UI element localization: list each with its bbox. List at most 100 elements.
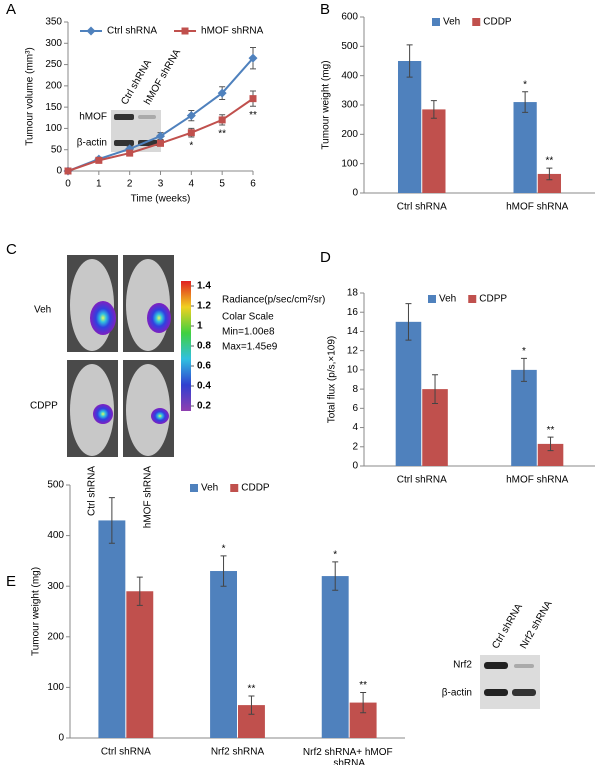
blot-row-label: β-actin bbox=[442, 688, 472, 699]
bar bbox=[513, 102, 537, 193]
panel-label: D bbox=[320, 249, 331, 266]
marker bbox=[156, 131, 165, 141]
error-bar bbox=[136, 576, 143, 606]
marker bbox=[218, 116, 226, 124]
legend-label: CDDP bbox=[241, 483, 270, 494]
bar bbox=[537, 173, 562, 193]
error-bar bbox=[520, 357, 527, 382]
y-tick-label: 350 bbox=[45, 17, 62, 28]
y-axis-label: Tumour weight (mg) bbox=[31, 567, 42, 656]
legend-swatch bbox=[472, 18, 481, 26]
y-tick-label: 6 bbox=[352, 403, 358, 414]
bar bbox=[210, 571, 237, 738]
marker bbox=[95, 156, 103, 164]
y-tick-label: 500 bbox=[47, 480, 64, 491]
colorbar-tick-label: 0.4 bbox=[197, 381, 211, 392]
annotation: * bbox=[333, 550, 337, 561]
y-tick-label: 200 bbox=[47, 631, 64, 642]
bar bbox=[511, 369, 537, 466]
blot-row-label: β-actin bbox=[77, 138, 107, 149]
x-tick-label: hMOF shRNA bbox=[506, 202, 569, 213]
colorbar-tick-label: 0.8 bbox=[197, 341, 211, 352]
colorbar-tick-label: 0.6 bbox=[197, 361, 211, 372]
blot-column-label: Nrf2 shRNA bbox=[518, 599, 554, 651]
y-tick-label: 400 bbox=[341, 70, 358, 81]
error-bar bbox=[108, 497, 115, 544]
annotation: ** bbox=[547, 425, 555, 436]
y-tick-label: 14 bbox=[347, 326, 359, 337]
y-tick-label: 2 bbox=[352, 441, 358, 452]
legend-swatch bbox=[468, 295, 477, 303]
marker bbox=[157, 139, 164, 147]
legend-swatch bbox=[432, 18, 440, 26]
panel-label: E bbox=[6, 573, 16, 590]
annotation: * bbox=[523, 79, 527, 90]
legend-swatch bbox=[428, 295, 436, 303]
error-bar bbox=[360, 691, 367, 714]
y-tick-label: 0 bbox=[352, 461, 358, 472]
y-tick-label: 200 bbox=[45, 80, 62, 91]
legend-label: hMOF shRNA bbox=[201, 26, 264, 37]
marker bbox=[248, 53, 258, 63]
bar bbox=[395, 321, 422, 466]
blot-e bbox=[480, 655, 540, 709]
x-tick-label: 1 bbox=[96, 179, 102, 190]
annotation: ** bbox=[359, 680, 367, 691]
y-tick-label: 150 bbox=[45, 102, 62, 113]
colorbar-legend: Min=1.00e8 bbox=[222, 327, 275, 338]
panel-label: A bbox=[6, 1, 16, 18]
blot-column-label: hMOF shRNA bbox=[142, 47, 183, 107]
legend-label: Ctrl shRNA bbox=[107, 26, 157, 37]
y-tick-label: 500 bbox=[341, 41, 358, 52]
y-tick-label: 18 bbox=[347, 288, 359, 299]
y-tick-label: 100 bbox=[45, 123, 62, 134]
x-tick-label: 4 bbox=[189, 179, 195, 190]
y-tick-label: 50 bbox=[51, 144, 63, 155]
legend-label: Veh bbox=[201, 483, 218, 494]
error-bar bbox=[430, 100, 437, 119]
annotation: ** bbox=[248, 684, 256, 695]
column-label: Ctrl shRNA bbox=[87, 466, 98, 516]
y-axis-label: Tumour volume (mm³) bbox=[25, 47, 36, 146]
x-tick-label: Ctrl shRNA bbox=[397, 475, 447, 486]
marker bbox=[249, 95, 257, 103]
colorbar-tick-label: 1.4 bbox=[197, 281, 211, 292]
x-tick-label: 0 bbox=[65, 179, 71, 190]
error-bar bbox=[405, 303, 412, 341]
y-tick-label: 300 bbox=[341, 100, 358, 111]
annotation: * bbox=[522, 346, 526, 357]
row-label: CDPP bbox=[30, 401, 58, 412]
marker bbox=[217, 88, 227, 98]
legend-swatch bbox=[190, 484, 198, 492]
column-label: hMOF shRNA bbox=[143, 466, 154, 529]
error-bar bbox=[432, 374, 439, 405]
y-tick-label: 300 bbox=[47, 581, 64, 592]
bar bbox=[321, 576, 349, 738]
error-bar bbox=[546, 167, 553, 181]
y-tick-label: 0 bbox=[56, 166, 62, 177]
error-bar bbox=[406, 44, 413, 78]
y-axis-label: Tumour weight (mg) bbox=[321, 60, 332, 149]
annotation: ** bbox=[218, 129, 226, 140]
y-tick-label: 12 bbox=[347, 345, 359, 356]
x-tick-label: 3 bbox=[158, 179, 164, 190]
bar bbox=[397, 61, 422, 193]
legend-label: CDPP bbox=[479, 294, 507, 305]
x-tick-label: Nrf2 shRNA bbox=[211, 747, 265, 758]
y-tick-label: 250 bbox=[45, 59, 62, 70]
colorbar-legend: Radiance(p/sec/cm²/sr) bbox=[222, 295, 325, 306]
error-bar bbox=[547, 436, 554, 452]
marker bbox=[126, 149, 134, 157]
blot-row-label: Nrf2 bbox=[453, 660, 472, 671]
y-tick-label: 4 bbox=[352, 422, 358, 433]
colorbar-tick-label: 1 bbox=[197, 321, 203, 332]
colorbar-legend: Max=1.45e9 bbox=[222, 342, 278, 353]
error-bar bbox=[332, 561, 339, 591]
y-tick-label: 16 bbox=[347, 307, 359, 318]
x-tick-label: Ctrl shRNA bbox=[101, 747, 151, 758]
row-label: Veh bbox=[34, 305, 51, 316]
x-tick-label: hMOF shRNA bbox=[506, 475, 569, 486]
legend-label: Veh bbox=[443, 17, 460, 28]
annotation: ** bbox=[249, 110, 257, 121]
